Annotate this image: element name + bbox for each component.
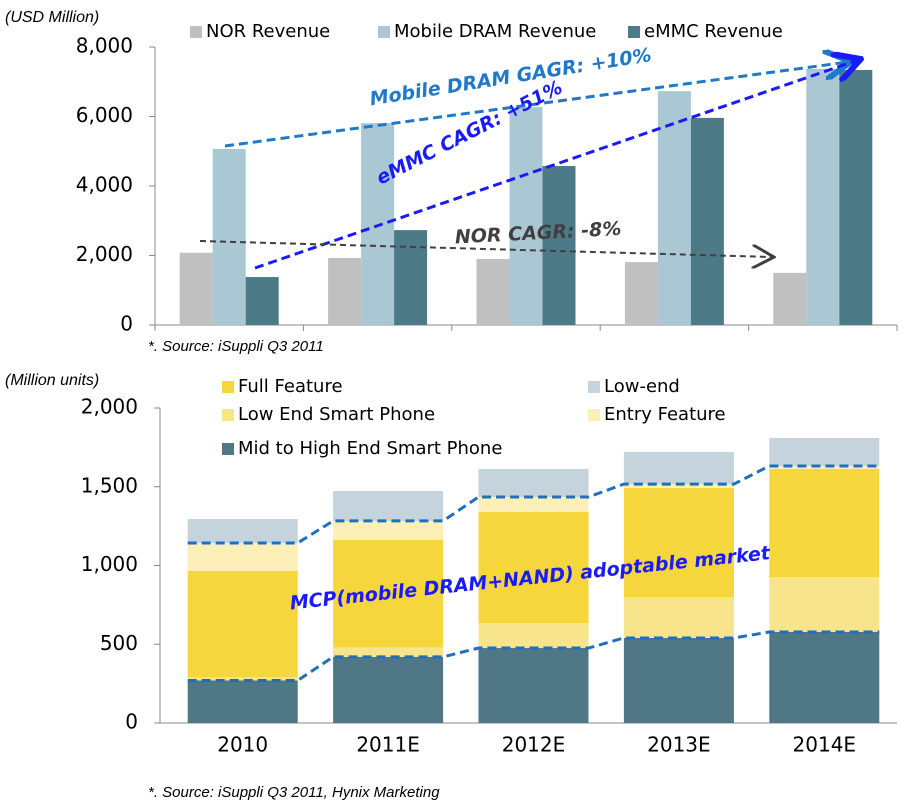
y-tick-label: 4,000	[76, 173, 133, 197]
x-tick-label: 2010	[217, 733, 268, 757]
source-note: *. Source: iSuppli Q3 2011	[148, 338, 324, 355]
legend-label: Mid to High End Smart Phone	[238, 438, 502, 459]
y-tick-label: 500	[100, 631, 138, 655]
trend-arrow	[199, 240, 772, 257]
bar-segment	[187, 680, 298, 723]
units-chart: (Million units) *. Source: iSuppli Q3 201…	[5, 372, 897, 801]
bar-segment	[187, 677, 298, 681]
bar-segment	[333, 491, 444, 521]
bar-segment	[769, 576, 880, 632]
bar-segment	[333, 539, 444, 648]
legend-label: NOR Revenue	[206, 21, 330, 42]
bar-segment	[333, 520, 444, 540]
bar-segment	[478, 622, 589, 649]
bar	[245, 277, 279, 325]
trend-arrow	[224, 62, 848, 148]
bar	[328, 257, 362, 325]
bar-segment	[623, 488, 734, 597]
bar-segment	[478, 496, 589, 512]
bar-segment	[769, 437, 880, 466]
legend-swatch	[628, 26, 640, 38]
legend-swatch	[588, 381, 600, 393]
bar-segment	[187, 571, 298, 678]
annotation: NOR CAGR: -8%	[454, 218, 621, 249]
legend-swatch	[588, 409, 600, 421]
adoptable-boundary	[187, 630, 880, 682]
bar	[212, 148, 246, 325]
y-tick-label: 2,000	[76, 242, 133, 266]
y-tick-label: 8,000	[76, 34, 133, 58]
source-note: *. Source: iSuppli Q3 2011, Hynix Market…	[148, 784, 440, 801]
bar-segment	[769, 465, 880, 469]
y-unit-label: (USD Million)	[5, 9, 99, 26]
legend-label: Mobile DRAM Revenue	[394, 21, 596, 42]
bar-segment	[478, 648, 589, 723]
bar-segment	[769, 631, 880, 723]
bar-segment	[187, 519, 298, 543]
bar-segment	[623, 484, 734, 489]
bar	[509, 107, 543, 326]
revenue-chart: (USD Million) *. Source: iSuppli Q3 2011 0…	[5, 9, 898, 355]
legend-label: Low End Smart Phone	[238, 404, 435, 425]
bar-segment	[333, 656, 444, 723]
legend-swatch	[222, 381, 234, 393]
y-unit-label: (Million units)	[5, 372, 99, 389]
legend-label: eMMC Revenue	[644, 21, 783, 42]
legend-label: Low-end	[604, 376, 680, 397]
bar	[624, 262, 658, 325]
bar-segment	[623, 637, 734, 723]
bar-segment	[187, 542, 298, 572]
bar	[773, 272, 807, 325]
bar	[690, 117, 724, 325]
legend-swatch	[190, 26, 202, 38]
legend-swatch	[222, 409, 234, 421]
bar	[542, 166, 576, 325]
bar-segment	[333, 647, 444, 657]
trend-arrow	[254, 60, 858, 270]
bar-segment	[769, 468, 880, 577]
bar-segment	[478, 511, 589, 623]
bar	[394, 230, 428, 325]
y-tick-label: 1,500	[81, 473, 138, 497]
bar	[179, 252, 213, 325]
bar	[657, 91, 691, 325]
bar-segment	[623, 451, 734, 485]
x-tick-label: 2013E	[647, 733, 711, 757]
y-tick-label: 0	[120, 312, 133, 336]
legend-label: Entry Feature	[604, 404, 726, 425]
x-tick-label: 2012E	[502, 733, 566, 757]
bar	[806, 68, 840, 325]
adoptable-boundary	[187, 464, 880, 545]
y-tick-label: 6,000	[76, 103, 133, 127]
legend-swatch	[378, 26, 390, 38]
y-tick-label: 1,000	[81, 552, 138, 576]
bar-segment	[623, 597, 734, 638]
y-tick-label: 0	[125, 710, 138, 734]
legend-swatch	[222, 443, 234, 455]
bar	[476, 258, 510, 325]
x-tick-label: 2014E	[793, 733, 857, 757]
bar-segment	[478, 468, 589, 497]
bar	[361, 123, 395, 325]
x-tick-label: 2011E	[356, 733, 420, 757]
legend-label: Full Feature	[238, 376, 343, 397]
y-tick-label: 2,000	[81, 395, 138, 419]
bar	[839, 69, 873, 325]
